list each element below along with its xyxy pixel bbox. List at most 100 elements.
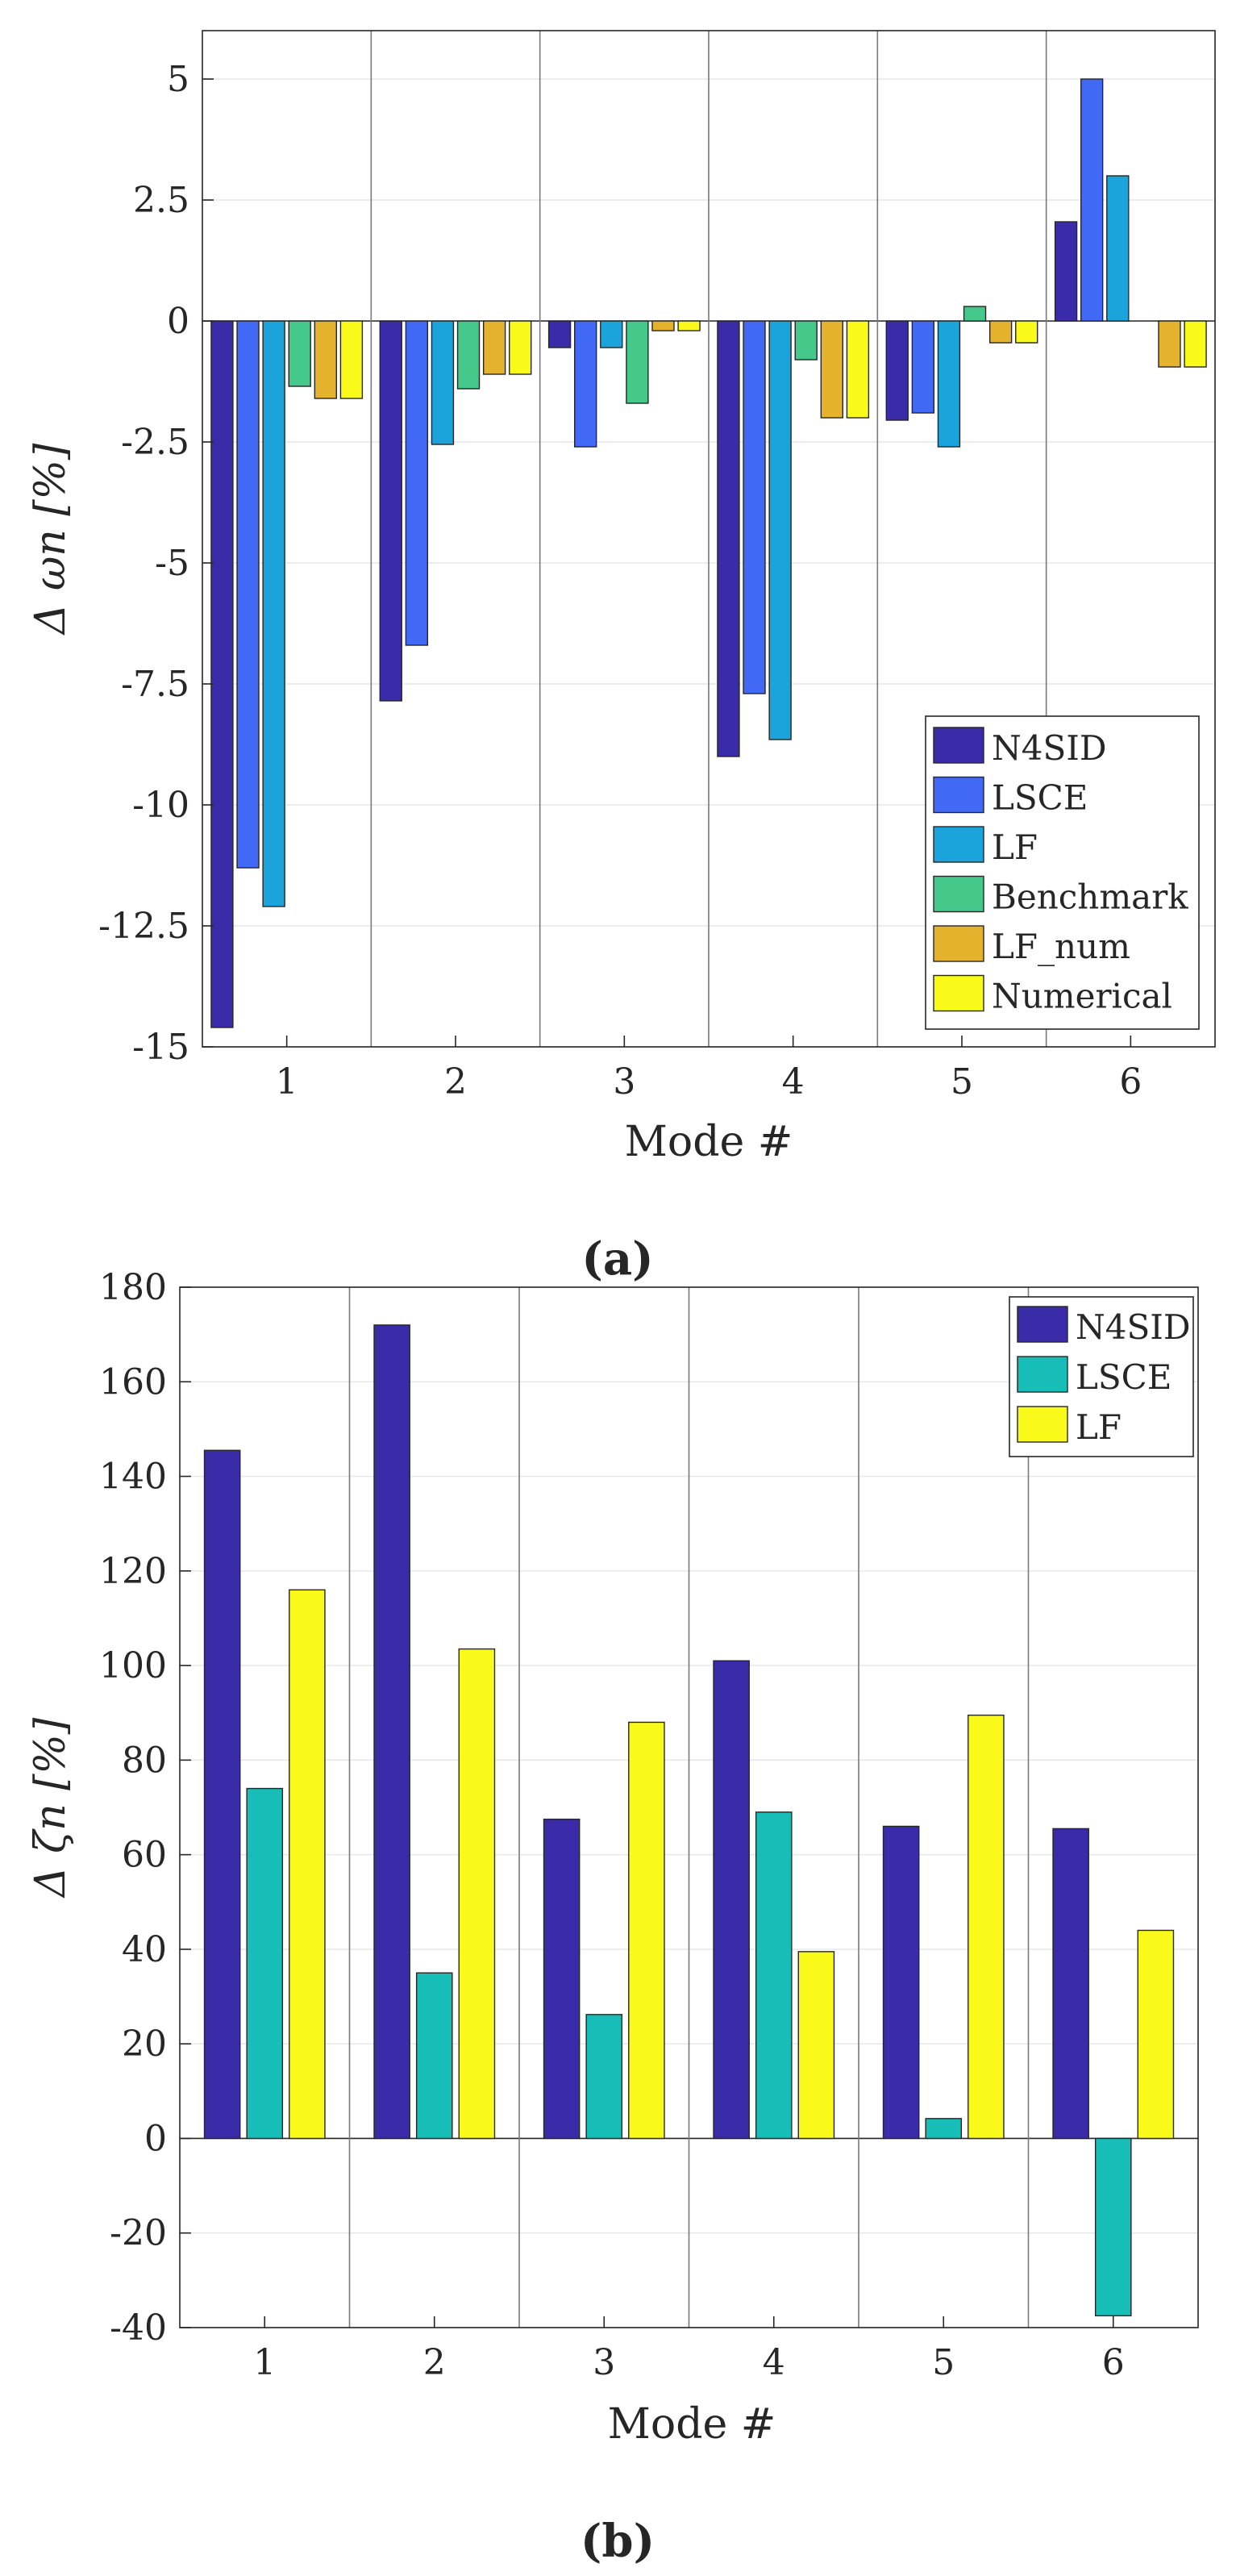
chart-1-ytick-label: 40 <box>122 1929 167 1970</box>
chart-1-legend-label: N4SID <box>1076 1307 1191 1347</box>
chart-0-ytick-label: -7.5 <box>121 664 189 705</box>
chart-1-bar-n4sid-mode-5 <box>882 1825 920 2140</box>
chart-0-legend-swatch <box>933 875 984 913</box>
chart-1-ytick-label: 180 <box>99 1267 167 1308</box>
chart-0-bar-lf-num-mode-2 <box>482 320 506 375</box>
chart-0-bar-lf-mode-6 <box>1106 175 1130 322</box>
chart-1-bar-lf-mode-3 <box>628 1721 665 2140</box>
chart-1-bar-lf-mode-5 <box>968 1714 1005 2140</box>
chart-0-xtick-label: 6 <box>1119 1061 1142 1103</box>
chart-0-bar-lf-num-mode-3 <box>651 320 675 331</box>
chart-0-legend-label: LF_num <box>992 927 1130 966</box>
chart-0-legend-label: LSCE <box>992 778 1088 818</box>
chart-1-ytick-label: 100 <box>99 1645 167 1686</box>
chart-0-bar-lf-mode-4 <box>768 320 792 740</box>
chart-0-ytick-label: -10 <box>132 785 189 826</box>
chart-0-xtick-label: 1 <box>276 1061 298 1103</box>
chart-0-bar-lf-num-mode-1 <box>314 320 337 399</box>
chart-0-bar-n4sid-mode-3 <box>547 320 572 348</box>
chart-1-ytick-label: 80 <box>122 1740 167 1781</box>
chart-1-xtick-label: 4 <box>763 2342 785 2383</box>
chart-0-bar-n4sid-mode-1 <box>210 320 234 1028</box>
chart-0-bar-lsce-mode-4 <box>743 320 766 694</box>
chart-1-xtick-label: 2 <box>423 2342 446 2383</box>
chart-0-legend-swatch <box>933 776 984 814</box>
chart-0-legend-label: Numerical <box>992 977 1172 1016</box>
chart-1-ytick-label: -40 <box>110 2307 167 2349</box>
chart-0-bar-n4sid-mode-2 <box>379 320 402 702</box>
chart-0-bar-lf-num-mode-4 <box>820 320 843 419</box>
chart-0-bar-lf-mode-1 <box>262 320 285 907</box>
plot-a-y-ticks: 5 2.5 0 -2.5 -5 -7.5 -10 -12.5 -15 <box>98 59 214 1068</box>
chart-0-bar-benchmark-mode-2 <box>456 320 481 390</box>
chart-0-legend-label: Benchmark <box>992 877 1188 917</box>
chart-0-ytick-label: -2.5 <box>121 422 189 463</box>
chart-0-xtick-label: 2 <box>444 1061 467 1103</box>
plot-a-legend-items: N4SID LSCE LF Benchmark LF_num Numerical <box>933 727 1188 1016</box>
chart-0-ytick-label: -5 <box>155 543 189 584</box>
panel-a-caption: (a) <box>581 1232 653 1286</box>
chart-1-ytick-label: -20 <box>110 2213 167 2254</box>
chart-1-xtick-label: 3 <box>593 2342 615 2383</box>
chart-0-ytick-label: -15 <box>132 1027 189 1068</box>
chart-0-ytick-label: 5 <box>167 59 189 100</box>
chart-1-bar-lsce-mode-1 <box>246 1787 284 2140</box>
chart-1-legend-label: LSCE <box>1076 1357 1171 1397</box>
chart-0-bar-n4sid-mode-4 <box>717 320 740 757</box>
chart-1-bar-n4sid-mode-3 <box>543 1818 581 2140</box>
chart-1-bar-n4sid-mode-6 <box>1052 1828 1089 2140</box>
chart-1-ytick-label: 20 <box>122 2024 167 2065</box>
chart-0-legend-swatch <box>933 974 984 1012</box>
plot-a-ylabel: Δ ωn [%] <box>27 443 75 636</box>
plot-b-frame <box>179 1286 1199 2328</box>
chart-0-xtick-label: 5 <box>951 1061 973 1103</box>
chart-1-ytick-label: 140 <box>99 1457 167 1498</box>
chart-1-bar-lf-mode-6 <box>1137 1929 1175 2140</box>
chart-1-legend-swatch <box>1017 1406 1068 1443</box>
chart-1-legend-swatch <box>1017 1306 1068 1343</box>
chart-1-bar-lf-mode-1 <box>289 1589 326 2140</box>
chart-0-bar-numerical-mode-6 <box>1184 320 1207 368</box>
chart-1-ytick-label: 60 <box>122 1835 167 1876</box>
chart-0-bar-n4sid-mode-5 <box>885 320 909 421</box>
plot-a-legend: N4SID LSCE LF Benchmark LF_num Numerical <box>925 715 1200 1030</box>
chart-0-bar-lsce-mode-1 <box>236 320 260 869</box>
plot-a-bars <box>210 78 1207 1028</box>
chart-1-bar-n4sid-mode-2 <box>373 1324 410 2140</box>
plot-b-separators <box>348 1287 1030 2328</box>
chart-0-xtick-label: 3 <box>613 1061 635 1103</box>
chart-1-legend-label: LF <box>1076 1407 1122 1447</box>
panel-b-caption: (b) <box>581 2515 655 2568</box>
plot-b-bars <box>203 1324 1175 2317</box>
plot-b-legend-items: N4SID LSCE LF <box>1017 1306 1191 1447</box>
chart-1-bar-n4sid-mode-4 <box>713 1660 750 2140</box>
chart-0-bar-numerical-mode-1 <box>339 320 364 399</box>
chart-1-bar-lsce-mode-2 <box>415 1972 453 2140</box>
plot-b-xlabel: Mode # <box>608 2400 776 2449</box>
chart-0-ytick-label: -12.5 <box>98 906 189 947</box>
chart-0-bar-benchmark-mode-5 <box>963 306 987 322</box>
chart-0-bar-lsce-mode-3 <box>574 320 597 448</box>
chart-0-bar-lsce-mode-5 <box>911 320 935 414</box>
chart-1-bar-lsce-mode-5 <box>925 2118 963 2140</box>
chart-1-bar-lf-mode-4 <box>797 1951 835 2140</box>
chart-0-bar-lf-mode-2 <box>431 320 455 445</box>
chart-1-legend-swatch <box>1017 1356 1068 1393</box>
chart-1-bar-lsce-mode-3 <box>585 2014 623 2140</box>
chart-0-bar-lf-num-mode-6 <box>1158 320 1181 368</box>
panel-b: 180 160 140 120 100 80 60 40 20 0 -20 -40 1 2 3 4 5 6 Mo… <box>27 1267 1199 2568</box>
chart-0-legend-label: N4SID <box>992 728 1107 768</box>
plot-b-x-ticks: 1 2 3 4 5 6 <box>253 2316 1125 2383</box>
chart-0-ytick-label: 0 <box>167 301 189 342</box>
chart-0-bar-lsce-mode-6 <box>1080 78 1104 322</box>
chart-1-bar-n4sid-mode-1 <box>203 1449 241 2140</box>
chart-0-legend-swatch <box>933 727 984 764</box>
chart-0-legend-label: LF <box>992 827 1038 867</box>
chart-0-legend-swatch <box>933 925 984 962</box>
chart-1-bar-lsce-mode-6 <box>1094 2137 1132 2317</box>
chart-0-ytick-label: 2.5 <box>133 180 189 221</box>
chart-0-bar-benchmark-mode-4 <box>794 320 818 361</box>
chart-0-bar-benchmark-mode-3 <box>626 320 649 404</box>
plot-b-legend: N4SID LSCE LF <box>1009 1296 1194 1457</box>
